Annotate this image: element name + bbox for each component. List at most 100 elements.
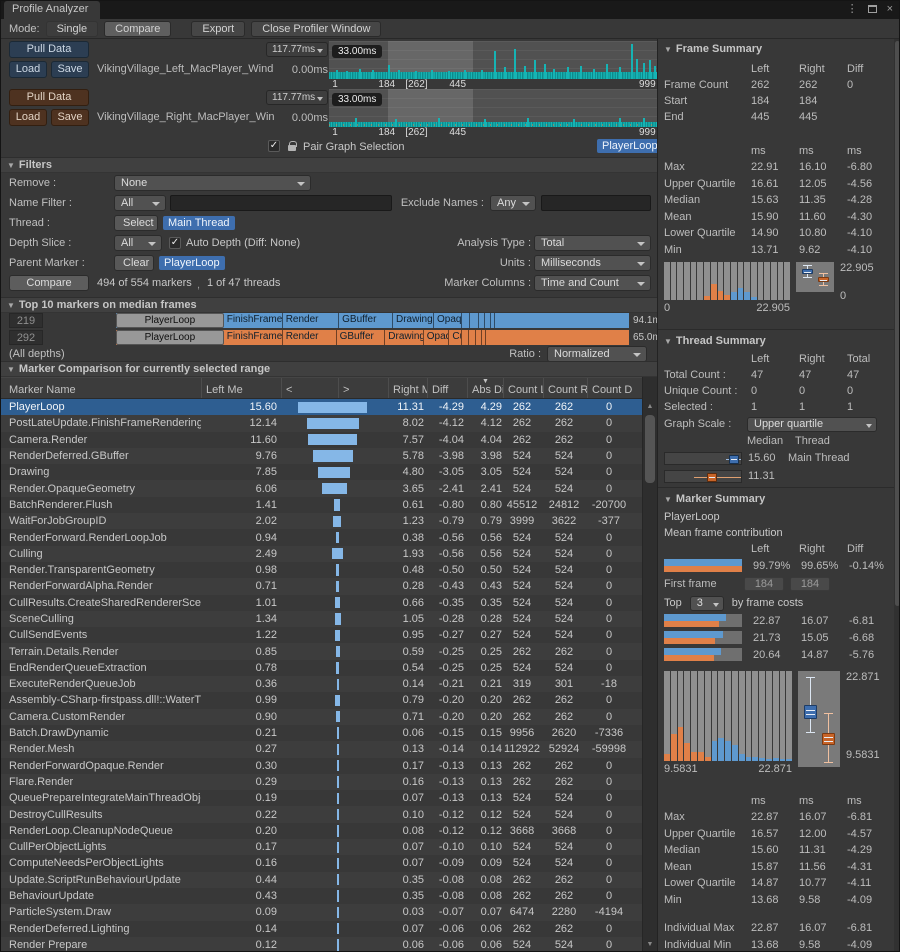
table-row[interactable]: Culling 2.49 1.93 -0.56 0.56 524 524 0 (1, 545, 642, 562)
thread-select-button[interactable]: Select (114, 215, 158, 231)
scrollbar-thumb[interactable] (645, 415, 655, 483)
analysis-type-dropdown[interactable]: Total (534, 235, 651, 251)
mode-compare-button[interactable]: Compare (104, 20, 172, 37)
yaxis-max-left-dropdown[interactable]: 117.77ms (266, 42, 328, 57)
table-row[interactable]: EndRenderQueueExtraction 0.78 0.54 -0.25 0.2… (1, 659, 642, 677)
table-row[interactable]: ComputeNeedsPerObjectLights 0.16 0.07 -0.09… (1, 855, 642, 872)
table-row[interactable]: DestroyCullResults 0.22 0.10 -0.12 0.12 524 52… (1, 806, 642, 823)
save-right-button[interactable]: Save (51, 109, 89, 126)
marker-summary-title[interactable]: ▼ Marker Summary (664, 493, 766, 505)
kebab-menu-icon[interactable]: ⋮ (846, 3, 858, 15)
maximize-icon[interactable] (867, 4, 877, 13)
table-scrollbar[interactable]: ▲ ▼ (642, 377, 657, 951)
tab-profile-analyzer[interactable]: Profile Analyzer (4, 1, 101, 19)
marker-comparison-header[interactable]: ▼ Marker Comparison for currently selecte… (1, 361, 657, 377)
table-row[interactable]: Update.ScriptRunBehaviourUpdate 0.44 0.35 -… (1, 871, 642, 888)
pull-data-left-button[interactable]: Pull Data (9, 41, 89, 58)
table-row[interactable]: Drawing 7.85 4.80 -3.05 3.05 524 524 0 (1, 464, 642, 481)
depth-slice-dropdown[interactable]: All (114, 235, 162, 251)
cell-right-median: 7.57 (402, 433, 424, 446)
first-frame-right-button[interactable]: 184 (790, 577, 830, 591)
table-row[interactable]: Camera.Render 11.60 7.57 -4.04 4.04 262 262 0 (1, 431, 642, 448)
col-right-median[interactable]: Right M (388, 378, 427, 398)
table-row[interactable]: ParticleSystem.Draw 0.09 0.03 -0.07 0.07 6474… (1, 904, 642, 921)
frame-time-graph-right[interactable]: 33.00ms (329, 89, 657, 127)
table-row[interactable]: Flare.Render 0.29 0.16 -0.13 0.13 262 262 0 (1, 773, 642, 791)
table-row[interactable]: PostLateUpdate.FinishFrameRendering 12.14… (1, 415, 642, 432)
table-row[interactable]: RenderForwardAlpha.Render 0.71 0.28 -0.43 0.… (1, 578, 642, 595)
table-row[interactable]: Terrain.Details.Render 0.85 0.59 -0.25 0.25 2… (1, 643, 642, 660)
thread-bar-row[interactable]: 15.60 Main Thread (664, 449, 895, 467)
col-left-bar[interactable]: < (281, 378, 338, 398)
top10-bar-left[interactable]: PlayerLoopFinishFrameReRenderGBufferDraw… (116, 313, 629, 328)
exclude-scope-dropdown[interactable]: Any (490, 195, 536, 211)
frame-summary-title[interactable]: ▼ Frame Summary (664, 43, 763, 55)
col-count-right[interactable]: Count R (543, 378, 587, 398)
name-filter-input[interactable] (170, 195, 392, 211)
first-frame-left-button[interactable]: 184 (744, 577, 784, 591)
cell-right-median: 4.80 (402, 466, 424, 479)
panel-scrollbar[interactable] (894, 39, 899, 951)
thread-summary-title[interactable]: ▼ Thread Summary (664, 335, 766, 347)
table-row[interactable]: CullSendEvents 1.22 0.95 -0.27 0.27 524 524 0 (1, 627, 642, 644)
thread-bar-row[interactable]: 11.31 (664, 467, 895, 485)
table-row[interactable]: Batch.DrawDynamic 0.21 0.06 -0.15 0.15 9956 26… (1, 724, 642, 742)
table-row[interactable]: Render Prepare 0.12 0.06 -0.06 0.06 524 524 0 (1, 936, 642, 951)
graph-scale-dropdown[interactable]: Upper quartile (747, 416, 877, 432)
table-row[interactable]: QueuePrepareIntegrateMainThreadObjects 0.… (1, 790, 642, 807)
remove-dropdown[interactable]: None (114, 175, 311, 191)
marker-columns-dropdown[interactable]: Time and Count (534, 275, 651, 291)
table-row[interactable]: RenderDeferred.GBuffer 9.76 5.78 -3.98 3.98 5… (1, 447, 642, 465)
table-row[interactable]: Assembly-CSharp-firstpass.dll!::WaterTil… (1, 692, 642, 709)
col-left-median[interactable]: Left Me (201, 378, 281, 398)
ratio-dropdown[interactable]: Normalized (547, 346, 647, 362)
auto-depth-checkbox[interactable]: ✓ (169, 237, 181, 249)
col-right-bar[interactable]: > (338, 378, 388, 398)
close-profiler-window-button[interactable]: Close Profiler Window (251, 20, 382, 37)
table-row[interactable]: Render.TransparentGeometry 0.98 0.48 -0.50 0… (1, 561, 642, 579)
pull-data-right-button[interactable]: Pull Data (9, 89, 89, 106)
load-right-button[interactable]: Load (9, 109, 47, 126)
table-row[interactable]: WaitForJobGroupID 2.02 1.23 -0.79 0.79 3999 36… (1, 513, 642, 530)
scroll-down-icon[interactable]: ▼ (646, 941, 654, 948)
filters-header[interactable]: ▼ Filters (1, 157, 657, 173)
table-row[interactable]: BatchRenderer.Flush 1.41 0.61 -0.80 0.80 4551… (1, 496, 642, 514)
pair-graph-checkbox[interactable]: ✓ (268, 140, 280, 152)
col-marker-name[interactable]: Marker Name (9, 384, 76, 396)
table-row[interactable]: RenderDeferred.Lighting 0.14 0.07 -0.06 0.06… (1, 920, 642, 937)
panel-scrollbar-thumb[interactable] (895, 41, 899, 607)
table-row[interactable]: CullResults.CreateSharedRendererScene 1.0… (1, 594, 642, 611)
table-row[interactable]: CullPerObjectLights 0.17 0.07 -0.10 0.10 524 5… (1, 839, 642, 856)
table-row[interactable]: BehaviourUpdate 0.43 0.35 -0.08 0.08 262 262 0 (1, 887, 642, 905)
export-button[interactable]: Export (191, 20, 246, 37)
table-row[interactable]: SceneCulling 1.34 1.05 -0.28 0.28 524 524 0 (1, 610, 642, 628)
col-count-left[interactable]: Count L (503, 378, 543, 398)
graph-selection-region[interactable] (388, 89, 473, 127)
top10-bar-right[interactable]: PlayerLoopFinishFrameRRenderGBufferDrawi… (116, 330, 629, 345)
col-abs-diff[interactable]: ▼Abs Diff (467, 378, 503, 398)
table-row[interactable]: RenderForwardOpaque.Render 0.30 0.17 -0.13 0… (1, 757, 642, 774)
units-dropdown[interactable]: Milliseconds (534, 255, 651, 271)
table-row[interactable]: Camera.CustomRender 0.90 0.71 -0.20 0.20 262 2… (1, 708, 642, 725)
close-icon[interactable]: × (886, 2, 893, 15)
top-n-dropdown[interactable]: 3 (689, 595, 724, 611)
name-filter-scope-dropdown[interactable]: All (114, 195, 166, 211)
table-row[interactable]: Render.OpaqueGeometry 6.06 3.65 -2.41 2.41 52… (1, 480, 642, 497)
table-row[interactable]: ExecuteRenderQueueJob 0.36 0.14 -0.21 0.21 31… (1, 676, 642, 693)
scroll-up-icon[interactable]: ▲ (646, 403, 654, 410)
col-diff[interactable]: Diff (427, 378, 467, 398)
table-row[interactable]: RenderForward.RenderLoopJob 0.94 0.38 -0.56… (1, 529, 642, 546)
top10-header[interactable]: ▼ Top 10 markers on median frames (1, 297, 657, 313)
table-row[interactable]: Render.Mesh 0.27 0.13 -0.14 0.14 112922 52924-… (1, 741, 642, 758)
parent-clear-button[interactable]: Clear (114, 255, 154, 271)
load-left-button[interactable]: Load (9, 61, 47, 78)
compare-button[interactable]: Compare (9, 275, 89, 291)
yaxis-max-right-dropdown[interactable]: 117.77ms (266, 90, 328, 105)
frame-time-graph-left[interactable]: 33.00ms (329, 41, 657, 79)
table-row[interactable]: RenderLoop.CleanupNodeQueue 0.20 0.08 -0.12… (1, 822, 642, 840)
mode-single-button[interactable]: Single (45, 20, 99, 37)
exclude-names-input[interactable] (541, 195, 651, 211)
table-row[interactable]: PlayerLoop 15.60 11.31 -4.29 4.29 262 262 0 (1, 399, 642, 416)
col-count-diff[interactable]: Count D (587, 378, 642, 398)
save-left-button[interactable]: Save (51, 61, 89, 78)
